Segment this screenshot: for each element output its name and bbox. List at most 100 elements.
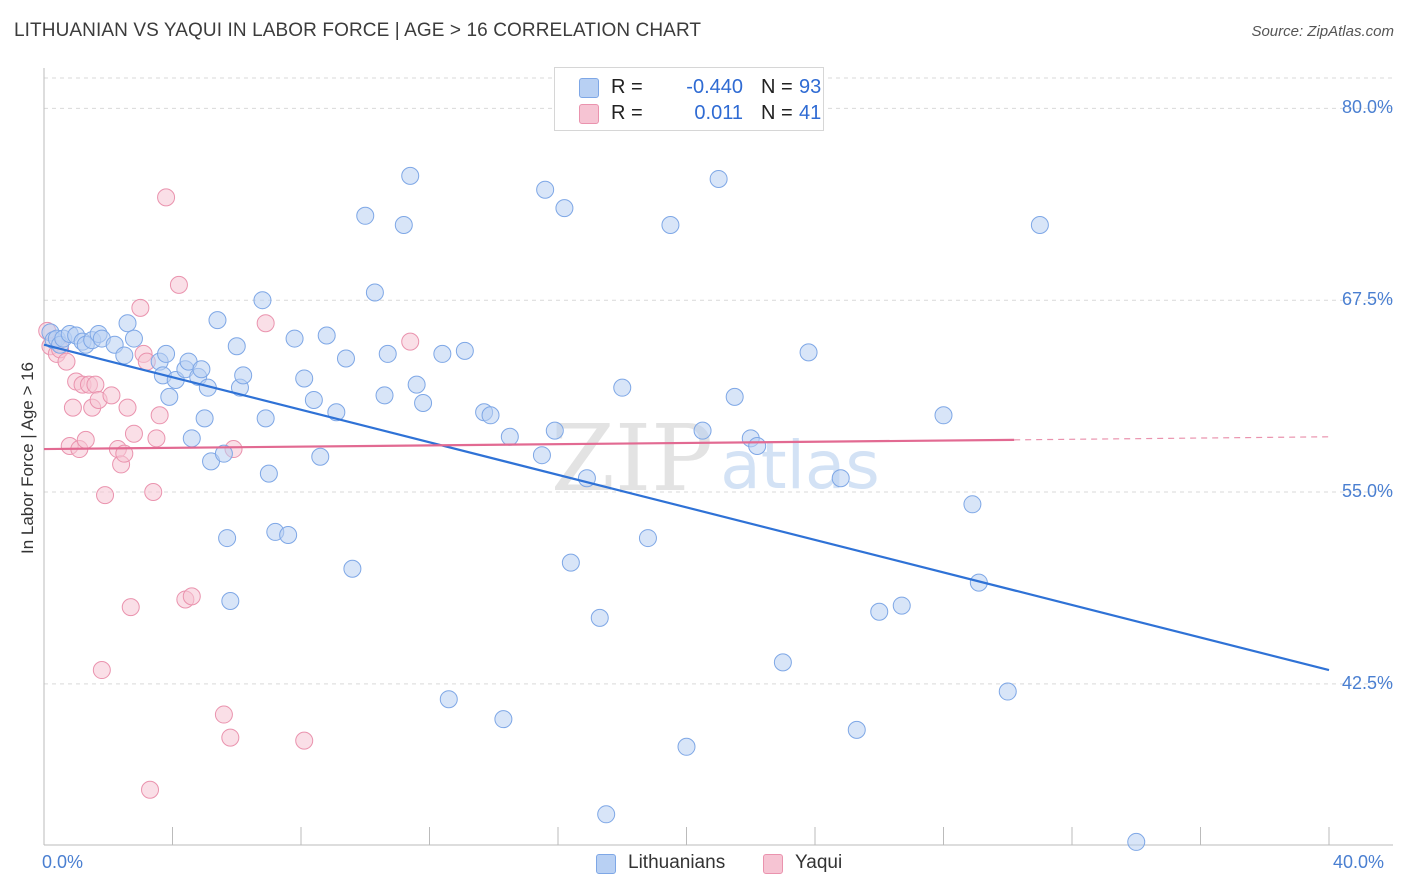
trend-lines — [43, 343, 1330, 672]
y-tick-label: 42.5% — [1341, 672, 1393, 693]
lithuanian-point — [590, 608, 609, 627]
lithuanian-point — [1127, 832, 1146, 851]
lithuanian-point — [407, 375, 426, 394]
yaqui-point — [92, 661, 111, 680]
yaqui-swatch — [763, 854, 783, 874]
lithuanian-point — [304, 390, 323, 409]
yaqui-point — [121, 598, 140, 617]
lithuanian-point — [394, 216, 413, 234]
lithuanian-point — [157, 344, 176, 363]
lithuanian-point — [532, 446, 551, 465]
lithuanian-point — [597, 805, 616, 824]
lithuanian-point — [317, 326, 336, 345]
lithuanian-point — [356, 206, 375, 225]
n-label: N = — [761, 76, 793, 98]
yaqui-point — [150, 406, 169, 425]
lithuanian-point — [773, 653, 792, 672]
lithuanian-point — [613, 378, 632, 397]
yaqui-point — [118, 398, 137, 417]
lithuanian-point — [336, 349, 355, 368]
lithuanians-swatch — [596, 854, 616, 874]
lithuanian-point — [227, 337, 246, 356]
lithuanian-point — [677, 737, 696, 756]
lithuanians-swatch — [579, 78, 599, 98]
yaqui-point — [76, 430, 95, 449]
yaqui-point — [401, 332, 420, 351]
lithuanian-point — [545, 421, 564, 440]
lithuanian-point — [748, 436, 767, 455]
lithuanian-point — [725, 387, 744, 406]
yaqui-point — [144, 483, 163, 502]
lithuanian-point — [831, 469, 850, 488]
yaqui-point — [182, 587, 201, 606]
yaqui-point — [86, 375, 105, 394]
yaqui-trend-line — [43, 438, 1015, 451]
lithuanian-point — [343, 559, 362, 578]
yaqui-trend-extension — [1014, 436, 1330, 441]
lithuanian-point — [693, 421, 712, 440]
n-value: 41 — [799, 102, 822, 124]
lithuanian-point — [847, 720, 866, 739]
yaqui-point — [214, 705, 233, 724]
lithuanian-point — [638, 529, 657, 548]
lithuanian-trend-line — [43, 343, 1330, 672]
lithuanian-point — [494, 710, 513, 729]
legend-label: Yaqui — [795, 852, 843, 873]
yaqui-point — [63, 398, 82, 417]
lithuanian-point — [214, 444, 233, 463]
lithuanian-point — [401, 166, 420, 185]
lithuanian-point — [195, 409, 214, 428]
lithuanian-point — [218, 529, 237, 548]
lithuanian-point — [481, 406, 500, 425]
legend-label: Lithuanians — [628, 852, 726, 873]
lithuanian-point — [279, 526, 298, 544]
lithuanian-point — [661, 216, 680, 234]
lithuanian-point — [934, 406, 953, 425]
lithuanian-point — [256, 409, 275, 428]
yaqui-point — [131, 298, 150, 317]
y-tick-label: 67.5% — [1341, 289, 1393, 310]
watermark: ZIP atlas — [551, 405, 880, 512]
yaqui-point — [102, 386, 121, 405]
lithuanian-point — [561, 553, 580, 572]
lithuanian-point — [295, 369, 314, 388]
series-legend: Lithuanians Yaqui — [0, 852, 1406, 878]
lithuanian-point — [378, 344, 397, 363]
y-tick-label: 80.0% — [1341, 97, 1393, 118]
lithuanian-point — [455, 341, 474, 360]
yaqui-points — [38, 188, 420, 799]
r-value: -0.440 — [686, 76, 743, 98]
lithuanian-point — [160, 387, 179, 406]
lithuanian-point — [115, 346, 134, 365]
yaqui-point — [147, 429, 166, 448]
lithuanian-point — [555, 199, 574, 218]
x-tick-max: 40.0% — [1333, 852, 1385, 872]
n-value: 93 — [799, 76, 822, 98]
yaqui-swatch — [579, 104, 599, 124]
lithuanian-point — [414, 394, 433, 413]
yaqui-point — [221, 728, 240, 747]
lithuanian-point — [433, 344, 452, 363]
yaqui-point — [96, 486, 115, 505]
lithuanian-point — [998, 682, 1017, 701]
lithuanian-point — [221, 591, 240, 610]
lithuanian-point — [870, 602, 889, 621]
lithuanian-point — [285, 329, 304, 348]
lithuanian-point — [439, 690, 458, 709]
lithuanian-point — [500, 427, 519, 446]
lithuanian-point — [799, 343, 818, 362]
yaqui-point — [124, 424, 143, 443]
y-tick-label: 55.0% — [1341, 481, 1393, 502]
chart-title: LITHUANIAN VS YAQUI IN LABOR FORCE | AGE… — [14, 20, 702, 41]
lithuanian-point — [208, 311, 227, 330]
lithuanian-point — [182, 429, 201, 448]
lithuanian-point — [259, 464, 278, 483]
lithuanian-point — [327, 403, 346, 422]
x-tick-min: 0.0% — [42, 852, 84, 872]
yaqui-point — [141, 780, 160, 799]
r-label: R = — [611, 102, 643, 124]
r-label: R = — [611, 76, 643, 98]
yaqui-point — [57, 352, 76, 371]
yaqui-point — [256, 314, 275, 333]
